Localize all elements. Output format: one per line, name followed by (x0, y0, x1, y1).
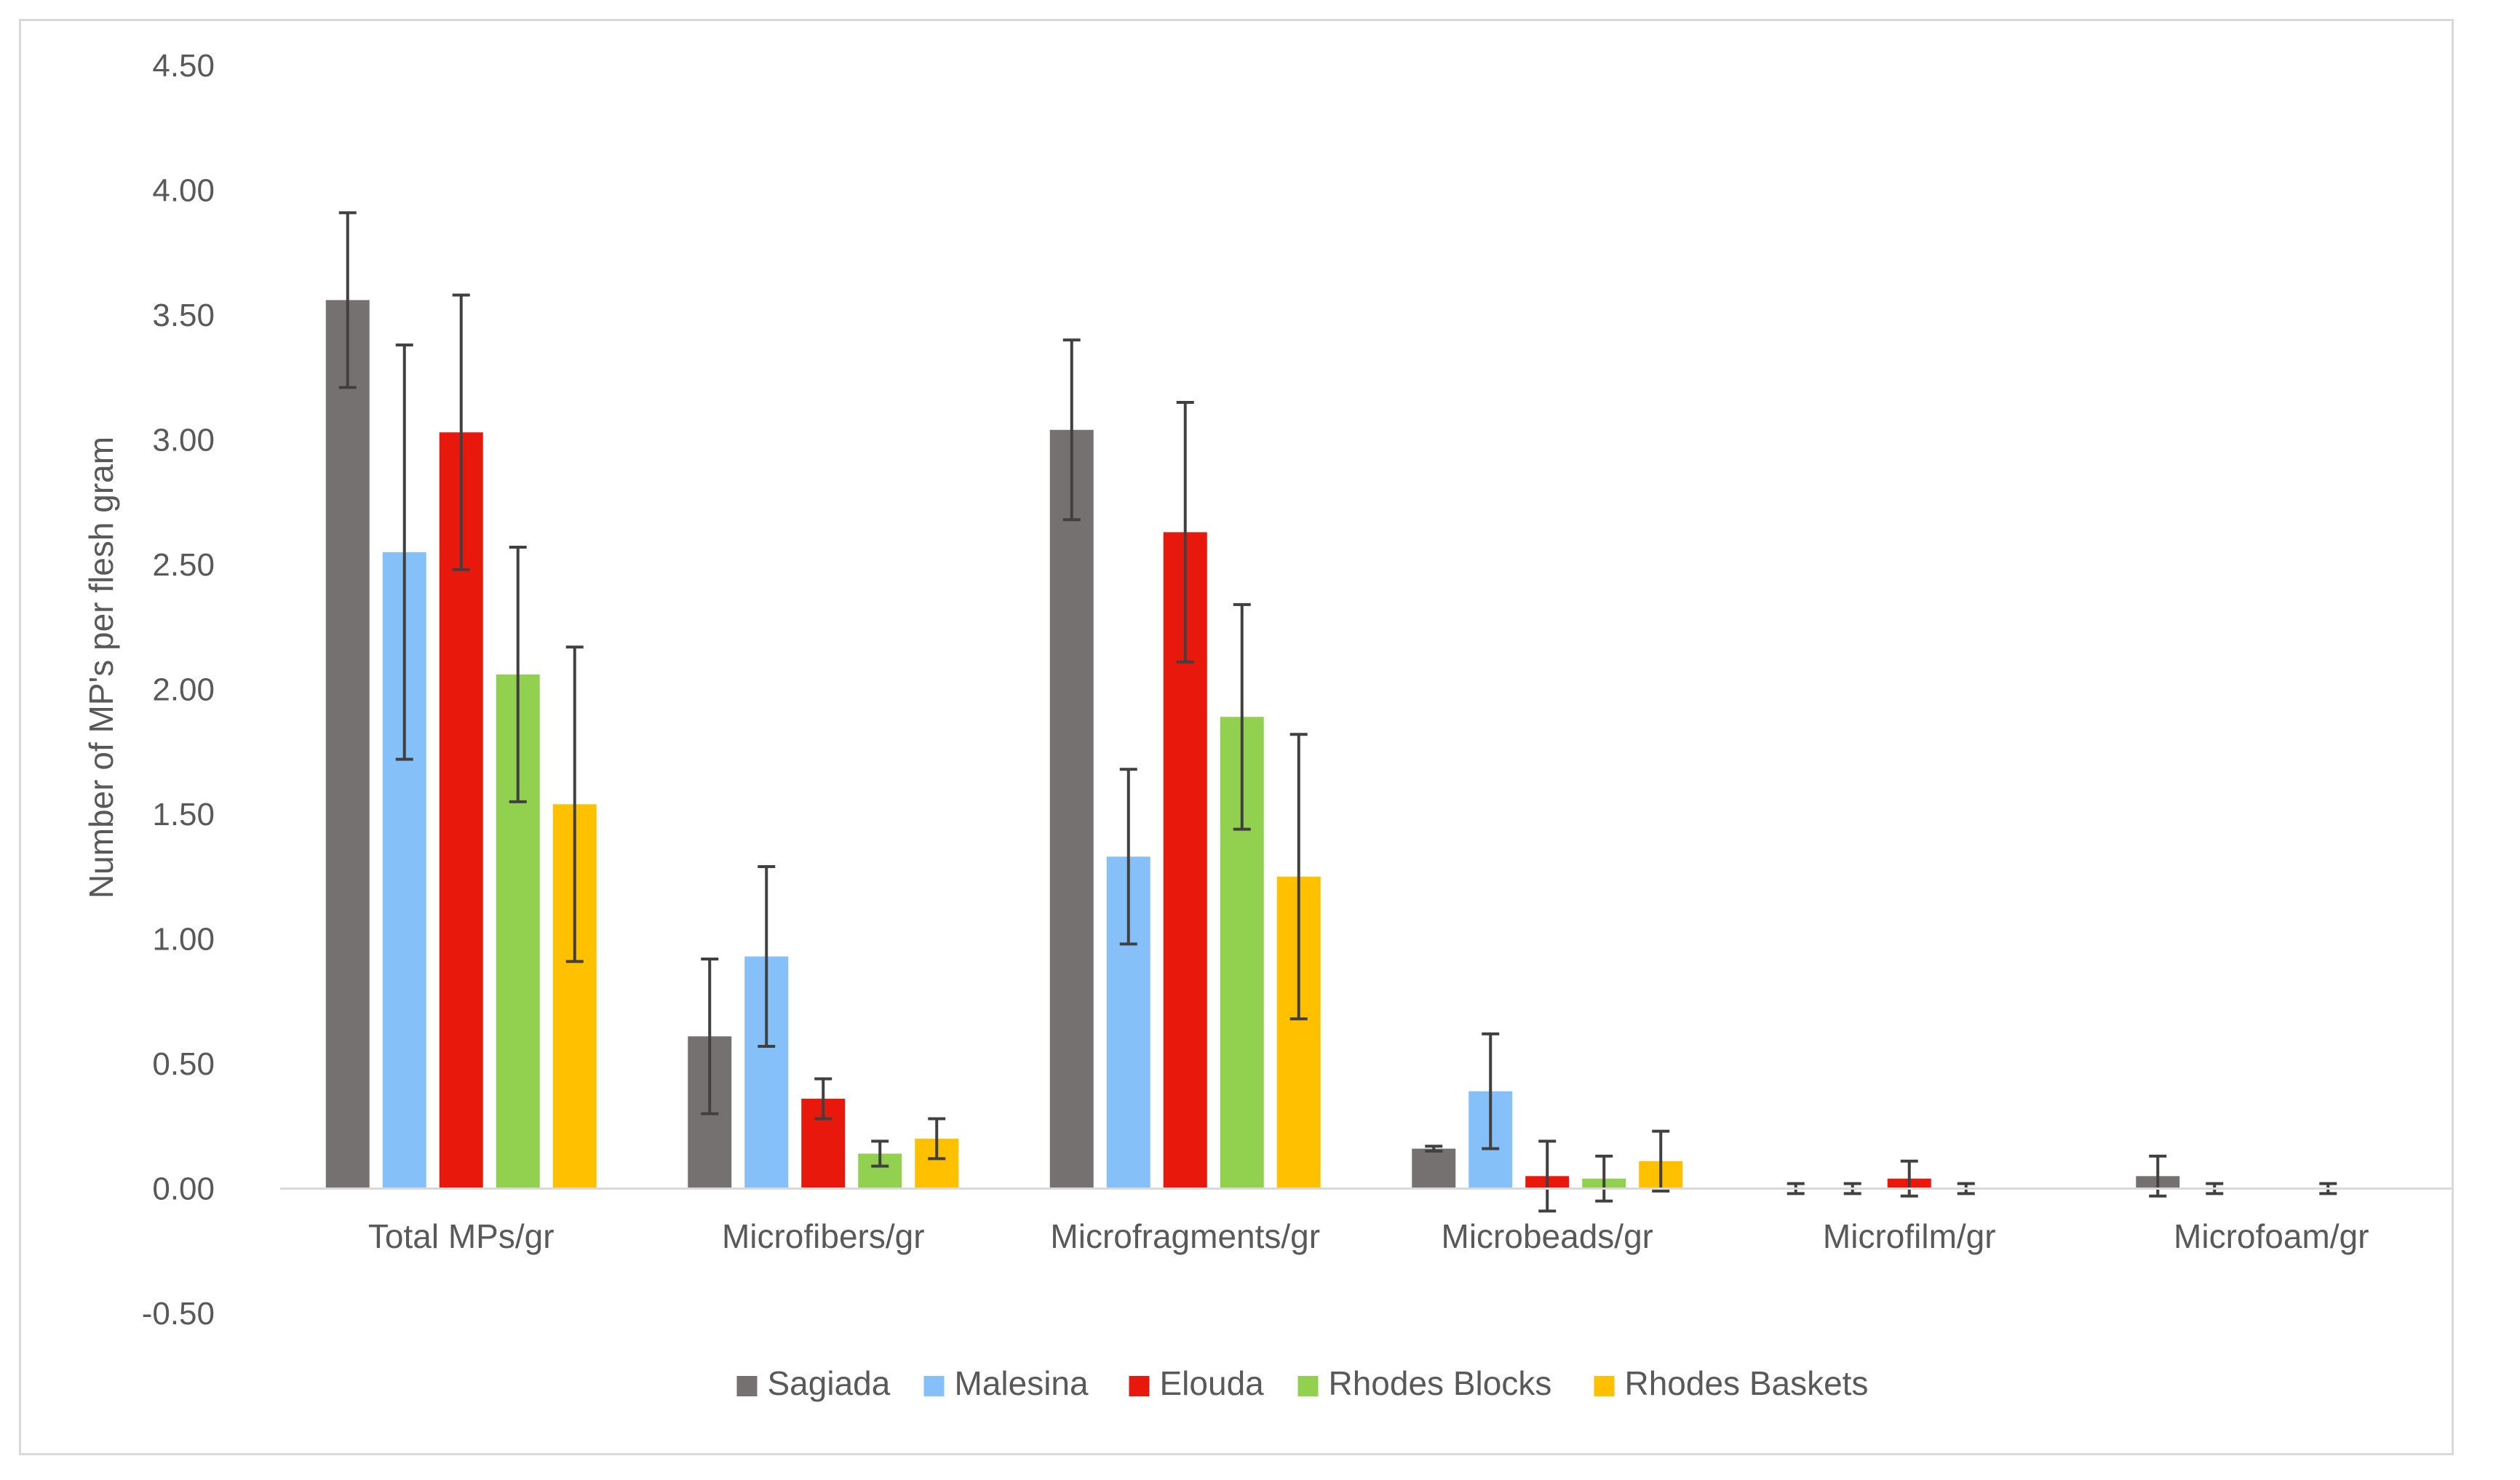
error-bars-group (338, 211, 2337, 1213)
error-bar (509, 545, 527, 803)
legend-swatch (1594, 1376, 1615, 1396)
y-tick-label: -0.50 (142, 1296, 215, 1332)
legend-item-rhodes-baskets: Rhodes Baskets (1594, 1364, 1869, 1402)
error-bar (871, 1139, 889, 1168)
error-bar (1062, 338, 1081, 522)
legend: Sagiada Malesina Elouda Rhodes Blocks Rhodes… (736, 1364, 1869, 1402)
legend-label: Rhodes Blocks (1329, 1364, 1552, 1402)
error-bar (1119, 768, 1137, 946)
error-bar (758, 865, 776, 1048)
y-tick-label: 0.50 (152, 1046, 215, 1082)
x-category-label: Microfragments/gr (1050, 1217, 1320, 1255)
error-bar (1482, 1032, 1500, 1150)
legend-swatch (923, 1376, 945, 1396)
bar-sagiada (325, 300, 370, 1189)
x-category-label: Microfilm/gr (1823, 1217, 1996, 1255)
legend-item-rhodes-blocks: Rhodes Blocks (1297, 1364, 1552, 1402)
error-bar (1425, 1145, 1443, 1153)
y-axis-title: Number of MP's per flesh gram (82, 437, 120, 899)
error-bar (452, 293, 470, 571)
y-tick-label: 0.00 (152, 1171, 215, 1207)
error-bar (395, 343, 413, 761)
legend-swatch (1297, 1376, 1319, 1396)
error-bar (1538, 1139, 1557, 1213)
error-bar (1900, 1159, 1918, 1198)
error-bar (338, 211, 357, 389)
y-axis-ticks: -0.50 0.00 0.50 1.00 1.50 2.00 2.50 3.00 3.50 4.0… (142, 48, 215, 1332)
y-tick-label: 2.00 (152, 672, 215, 708)
legend-swatch (736, 1376, 758, 1396)
error-bar (1289, 733, 1308, 1021)
error-bar (928, 1117, 946, 1161)
legend-label: Elouda (1160, 1364, 1265, 1402)
x-category-label: Microbeads/gr (1442, 1217, 1653, 1255)
bar-sagiada (1049, 429, 1094, 1189)
y-tick-label: 1.00 (152, 922, 215, 958)
legend-label: Sagiada (768, 1364, 891, 1402)
x-axis-categories: Total MPs/gr Microfibers/gr Microfragments… (368, 1217, 2369, 1255)
error-bar (565, 645, 584, 963)
legend-item-sagiada: Sagiada (736, 1364, 891, 1402)
y-tick-label: 1.50 (152, 797, 215, 832)
error-bar (814, 1077, 832, 1121)
error-bar (1176, 401, 1194, 664)
error-bar (1233, 602, 1251, 831)
legend-item-elouda: Elouda (1129, 1364, 1265, 1402)
y-tick-label: 3.00 (152, 423, 215, 458)
bars-group (325, 300, 2180, 1189)
legend-item-malesina: Malesina (923, 1364, 1089, 1402)
error-bar (1595, 1154, 1613, 1203)
legend-label: Malesina (955, 1364, 1089, 1402)
error-bar (1652, 1129, 1670, 1193)
error-bar (701, 957, 719, 1115)
x-category-label: Microfoam/gr (2174, 1217, 2369, 1255)
x-category-label: Microfibers/gr (722, 1217, 925, 1255)
y-tick-label: 3.50 (152, 298, 215, 333)
y-tick-label: 4.50 (152, 48, 215, 84)
y-tick-label: 2.50 (152, 547, 215, 583)
legend-swatch (1129, 1376, 1150, 1396)
legend-label: Rhodes Baskets (1625, 1364, 1869, 1402)
bar-sagiada (1412, 1148, 1456, 1189)
x-category-label: Total MPs/gr (368, 1217, 555, 1255)
y-tick-label: 4.00 (152, 173, 215, 209)
